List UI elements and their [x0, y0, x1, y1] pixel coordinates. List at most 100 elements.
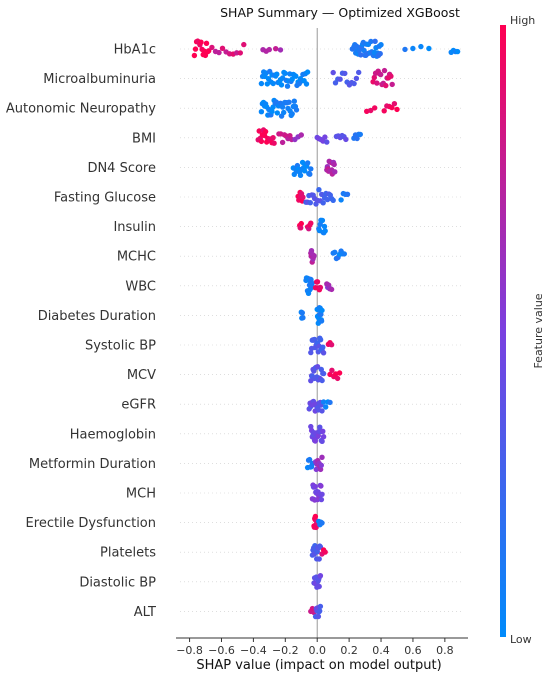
shap-point-microalbuminuria [284, 83, 291, 89]
shap-point-haemoglobin [320, 428, 326, 434]
feature-label-wbc: WBC [125, 279, 156, 294]
shap-point-autonomic-neuropathy [381, 108, 387, 114]
shap-point-fasting-glucose [320, 200, 326, 206]
shap-point-microalbuminuria [278, 82, 285, 88]
shap-point-microalbuminuria [388, 73, 394, 79]
shap-point-erectile-dysfunction [319, 520, 325, 526]
shap-point-bmi [262, 128, 269, 135]
shap-point-hba1c [237, 50, 243, 56]
shap-point-alt [317, 603, 324, 610]
shap-point-hba1c [410, 45, 416, 52]
feature-label-insulin: Insulin [113, 220, 156, 235]
x-axis-label: SHAP value (impact on model output) [196, 658, 441, 673]
shap-point-hba1c [426, 45, 432, 52]
shap-point-hba1c [241, 41, 247, 48]
feature-label-haemoglobin: Haemoglobin [70, 427, 156, 442]
shap-point-autonomic-neuropathy [293, 107, 300, 113]
shap-point-microalbuminuria [371, 74, 377, 81]
feature-label-diabetes-duration: Diabetes Duration [38, 309, 156, 324]
shap-point-mcv [329, 367, 335, 373]
shap-point-hba1c [206, 48, 212, 54]
shap-point-systolic-bp [320, 344, 326, 350]
shap-point-autonomic-neuropathy [291, 98, 297, 104]
feature-label-diastolic-bp: Diastolic BP [79, 575, 156, 590]
shap-point-microalbuminuria [274, 71, 280, 77]
shap-point-hba1c [378, 42, 384, 48]
shap-point-autonomic-neuropathy [364, 108, 370, 115]
shap-point-microalbuminuria [353, 75, 360, 82]
shap-point-mchc [311, 253, 317, 259]
x-tick-label: 0.6 [404, 644, 422, 657]
shap-point-autonomic-neuropathy [281, 109, 287, 116]
shap-point-autonomic-neuropathy [394, 106, 400, 113]
shap-point-diabetes-duration [319, 307, 325, 314]
shap-point-diabetes-duration [318, 318, 325, 324]
shap-point-wbc [328, 286, 335, 293]
shap-point-hba1c [219, 45, 226, 51]
shap-point-microalbuminuria [389, 81, 395, 88]
shap-point-bmi [357, 131, 363, 138]
shap-point-bmi [343, 136, 349, 143]
shap-point-erectile-dysfunction [312, 513, 319, 520]
shap-point-insulin [319, 217, 326, 224]
shap-point-autonomic-neuropathy [368, 107, 374, 114]
shap-point-bmi [258, 138, 265, 145]
shap-point-microalbuminuria [342, 70, 348, 77]
shap-point-egfr [320, 399, 327, 405]
feature-label-mcv: MCV [127, 368, 156, 383]
shap-point-metformin-duration [319, 454, 325, 460]
shap-point-bmi [279, 139, 286, 146]
shap-point-dn4-score [307, 171, 313, 177]
shap-point-diastolic-bp [316, 583, 322, 590]
shap-point-hba1c [377, 51, 383, 57]
shap-point-diastolic-bp [317, 573, 324, 579]
shap-point-microalbuminuria [304, 69, 311, 75]
shap-point-fasting-glucose [344, 191, 351, 197]
shap-point-autonomic-neuropathy [372, 105, 378, 111]
shap-point-wbc [314, 279, 321, 285]
shap-point-bmi [324, 139, 330, 145]
shap-point-fasting-glucose [324, 196, 331, 203]
shap-point-systolic-bp [308, 349, 314, 356]
shap-point-wbc [317, 284, 324, 291]
shap-point-microalbuminuria [356, 69, 362, 76]
feature-label-hba1c: HbA1c [114, 43, 156, 58]
row-guides [180, 48, 464, 612]
shap-point-mcv [319, 377, 325, 384]
shap-point-hba1c [216, 49, 222, 56]
shap-point-microalbuminuria [351, 80, 357, 87]
colorbar-high-label: High [510, 14, 535, 27]
shap-point-insulin [298, 220, 304, 227]
shap-point-metformin-duration [318, 462, 324, 468]
shap-point-bmi [270, 135, 276, 141]
shap-point-mcv [336, 370, 343, 376]
x-tick-label: 0.4 [372, 644, 390, 657]
shap-point-hba1c [277, 47, 284, 53]
shap-point-autonomic-neuropathy [269, 108, 275, 115]
shap-point-systolic-bp [317, 337, 324, 343]
feature-label-dn4-score: DN4 Score [87, 161, 156, 176]
shap-point-platelets [316, 556, 322, 562]
shap-point-autonomic-neuropathy [274, 110, 280, 116]
shap-points [191, 38, 461, 620]
shap-point-autonomic-neuropathy [391, 101, 398, 107]
shap-point-mchc [341, 251, 347, 257]
feature-label-metformin-duration: Metformin Duration [29, 457, 156, 472]
feature-label-autonomic-neuropathy: Autonomic Neuropathy [6, 102, 156, 117]
shap-point-egfr [323, 404, 329, 410]
shap-point-haemoglobin [315, 433, 321, 439]
feature-label-fasting-glucose: Fasting Glucose [54, 191, 156, 206]
x-tick-label: 0.8 [436, 644, 454, 657]
shap-point-alt [315, 613, 322, 620]
shap-point-bmi [322, 134, 328, 140]
shap-point-dn4-score [305, 160, 311, 166]
feature-label-microalbuminuria: Microalbuminuria [43, 72, 156, 87]
colorbar-title: Feature value [532, 293, 545, 368]
shap-point-hba1c [266, 46, 272, 53]
feature-label-erectile-dysfunction: Erectile Dysfunction [26, 516, 156, 531]
shap-point-hba1c [368, 38, 374, 45]
shap-point-mcv [334, 375, 341, 382]
shap-point-systolic-bp [320, 350, 327, 356]
shap-point-fasting-glucose [338, 197, 344, 203]
